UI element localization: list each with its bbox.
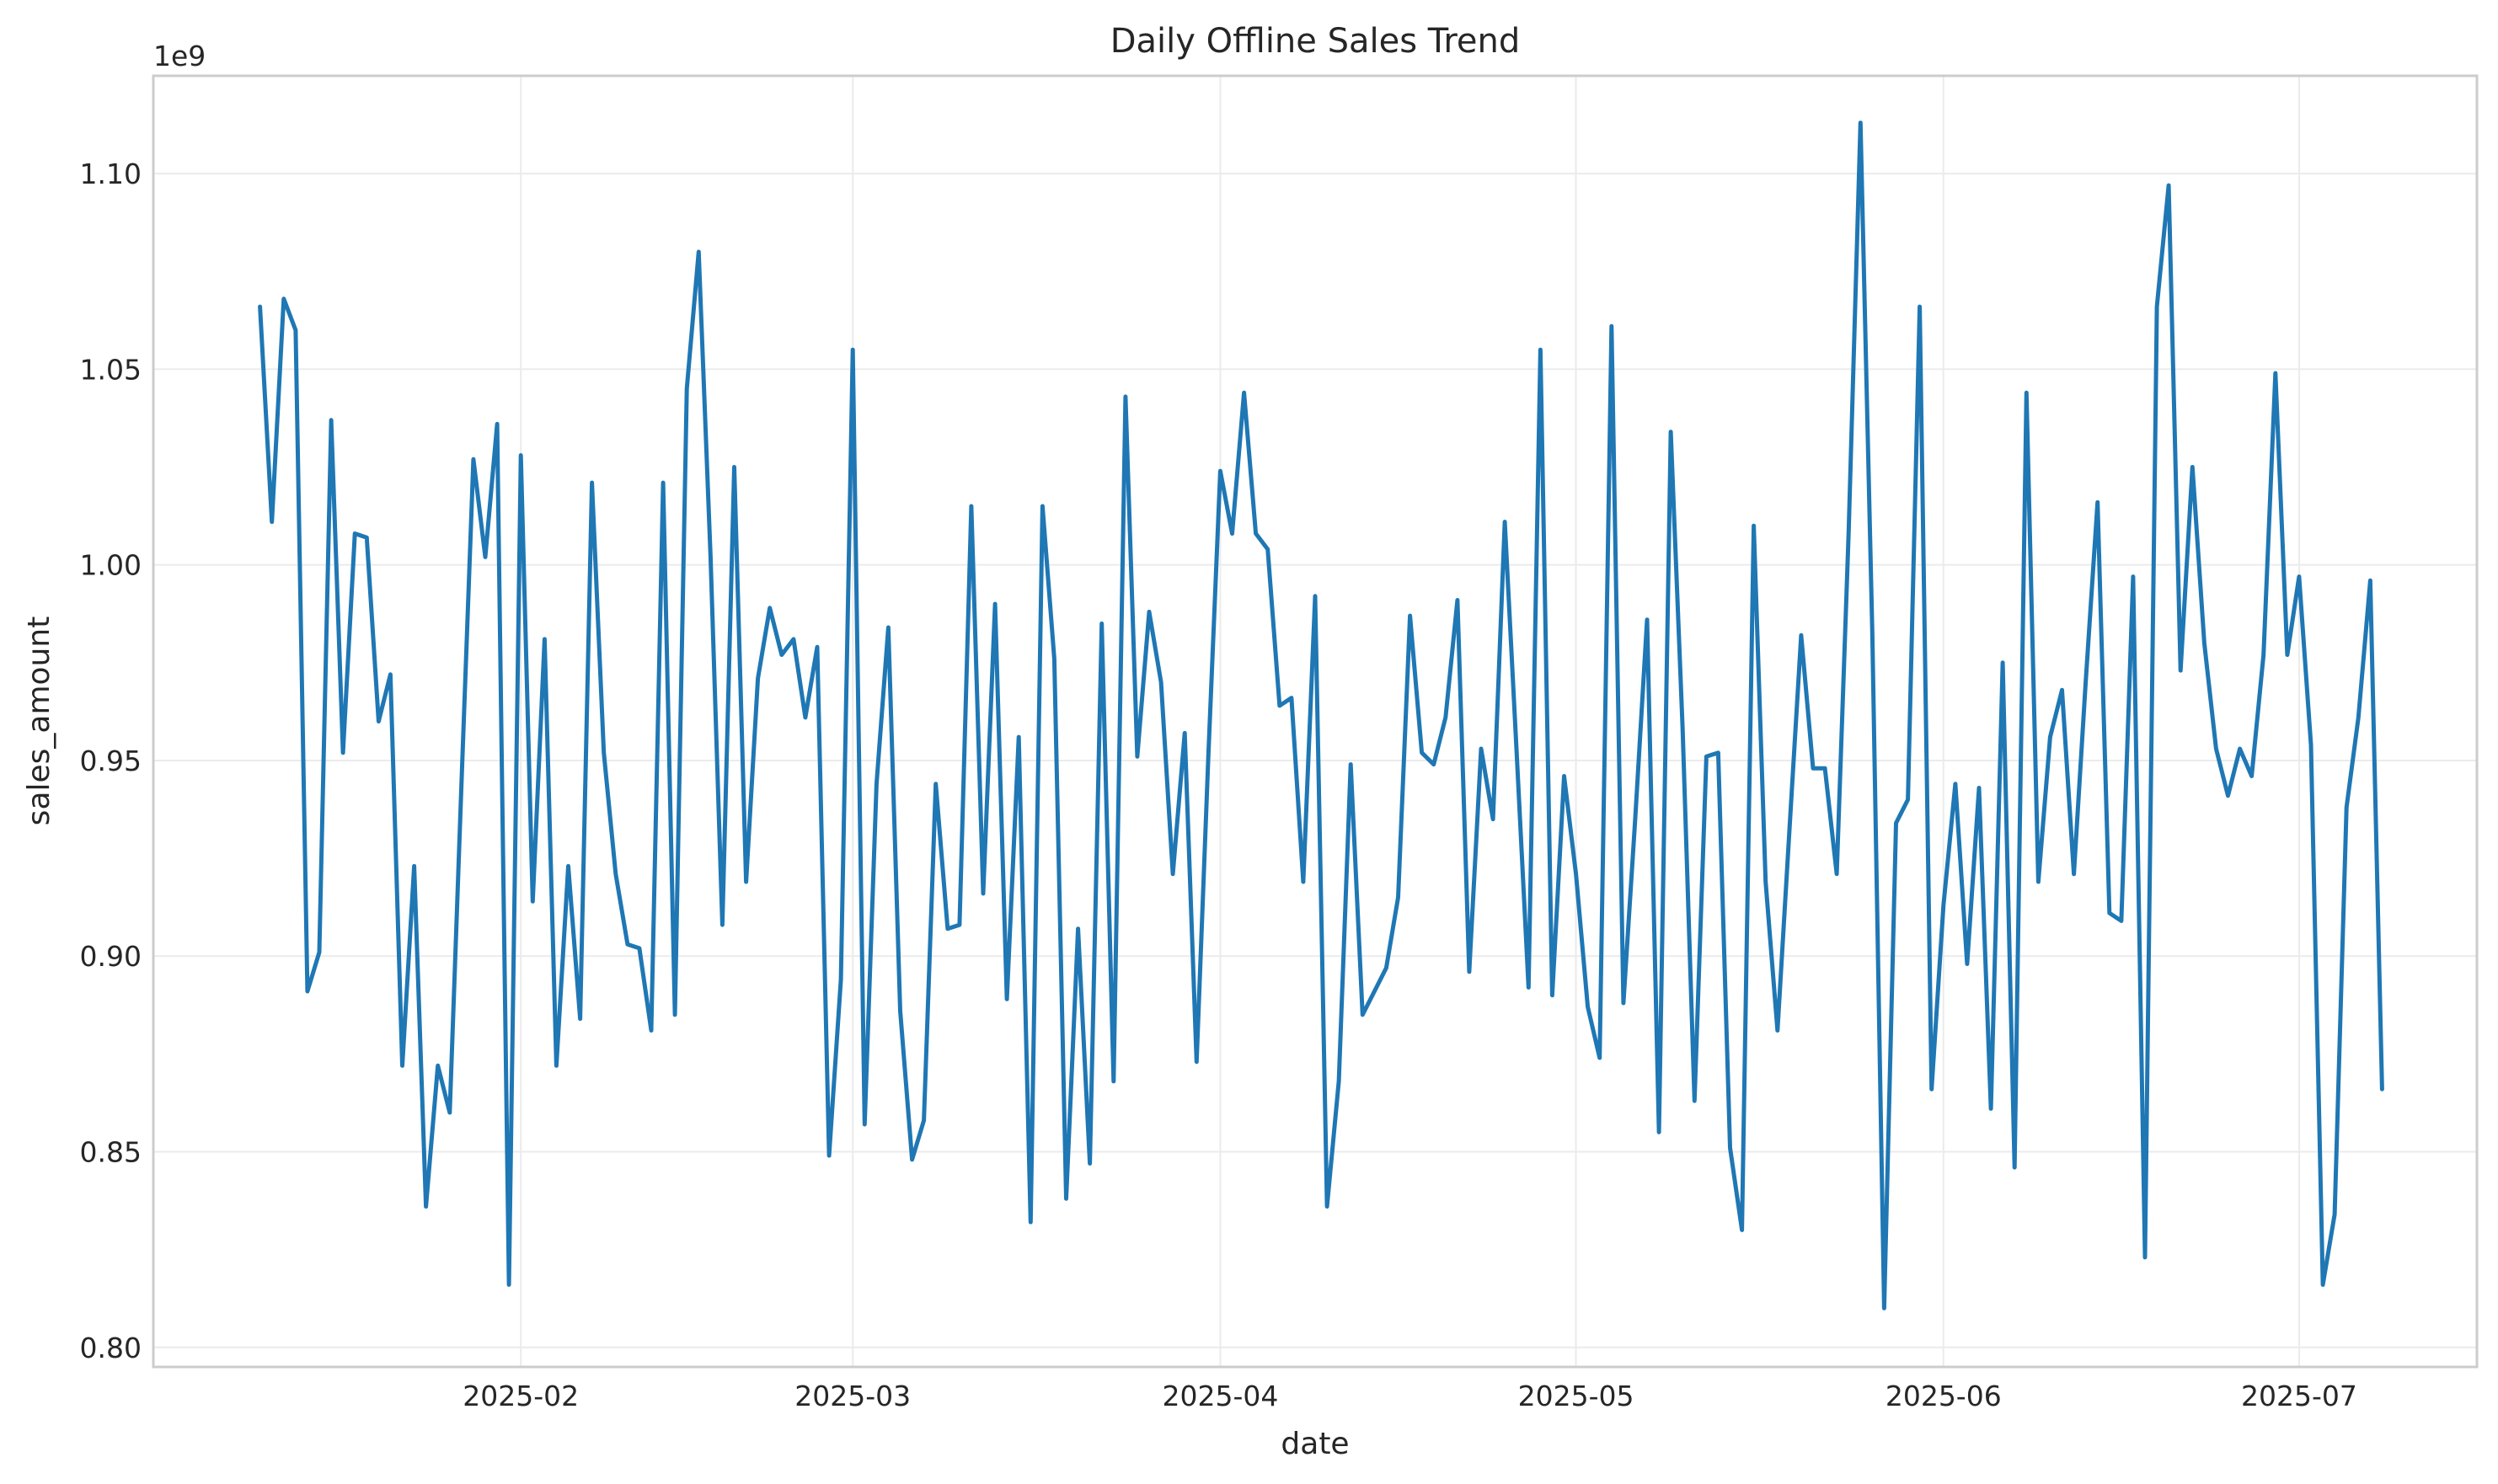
x-tick-label: 2025-02 — [463, 1380, 579, 1412]
y-tick-label: 1.05 — [80, 353, 142, 386]
y-tick-label: 1.00 — [80, 549, 142, 582]
y-axis-ticks: 0.80 0.85 0.90 0.95 1.00 1.05 1.10 — [80, 157, 142, 1364]
chart-title: Daily Offline Sales Trend — [1110, 22, 1521, 61]
y-tick-label: 0.90 — [80, 940, 142, 973]
x-tick-label: 2025-04 — [1162, 1380, 1278, 1412]
y-axis-offset-label: 1e9 — [153, 40, 206, 72]
x-tick-label: 2025-05 — [1518, 1380, 1634, 1412]
x-tick-label: 2025-03 — [794, 1380, 911, 1412]
x-axis-ticks: 2025-02 2025-03 2025-04 2025-05 2025-06 2025-… — [463, 1380, 2357, 1412]
x-tick-label: 2025-06 — [1886, 1380, 2002, 1412]
x-tick-label: 2025-07 — [2241, 1380, 2357, 1412]
y-axis-label: sales_amount — [22, 617, 56, 826]
grid — [153, 76, 2477, 1367]
x-axis-label: date — [1281, 1427, 1349, 1461]
y-tick-label: 0.95 — [80, 745, 142, 777]
y-tick-label: 1.10 — [80, 157, 142, 190]
series-layer — [258, 120, 2384, 1311]
y-tick-label: 0.85 — [80, 1136, 142, 1169]
plot-frame — [152, 74, 2479, 1369]
y-tick-label: 0.80 — [80, 1332, 142, 1364]
sales-amount-line — [258, 120, 2384, 1311]
